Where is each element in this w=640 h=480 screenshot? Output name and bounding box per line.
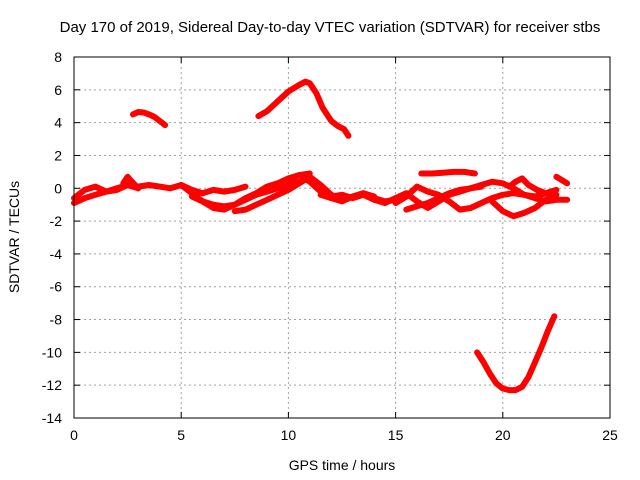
y-tick-label: -12 — [42, 377, 62, 393]
series-trace-5 — [188, 178, 303, 210]
x-tick-label: 0 — [70, 427, 78, 443]
x-tick-label: 5 — [177, 427, 185, 443]
chart-title: Day 170 of 2019, Sidereal Day-to-day VTE… — [60, 19, 601, 36]
series-trace-3 — [120, 173, 142, 192]
y-tick-label: -2 — [50, 213, 63, 229]
series-trace-11 — [418, 168, 478, 177]
series-trace-17 — [474, 313, 558, 394]
series-trace-15 — [130, 109, 169, 129]
series-trace-8 — [317, 190, 378, 205]
y-tick-label: -4 — [50, 246, 63, 262]
y-tick-label: 6 — [54, 82, 62, 98]
x-tick-label: 25 — [602, 427, 618, 443]
series-trace-16 — [255, 78, 352, 139]
series-trace-13 — [506, 175, 549, 197]
series-trace-10 — [403, 178, 560, 213]
y-tick-label: 2 — [54, 147, 62, 163]
plot-frame — [73, 56, 611, 419]
series-trace-12 — [489, 191, 560, 220]
axis-ticks: 0 5 10 15 20 25 -14 -12 -10 -8 -6 -4 -2 0 2 4 6 8 — [42, 49, 618, 443]
y-axis-label: SDTVAR / TECUs — [6, 181, 22, 293]
y-tick-label: -6 — [50, 279, 63, 295]
series-trace-9 — [392, 183, 571, 213]
grid-lines — [74, 57, 610, 418]
y-tick-label: 0 — [54, 180, 62, 196]
x-tick-label: 10 — [281, 427, 297, 443]
x-tick-label: 15 — [388, 427, 404, 443]
series-trace-2 — [71, 182, 142, 206]
series-trace-14 — [553, 173, 571, 187]
x-tick-label: 20 — [495, 427, 511, 443]
y-tick-label: -8 — [50, 312, 63, 328]
y-tick-label: -14 — [42, 410, 62, 426]
series-layer — [71, 78, 571, 394]
y-tick-label: -10 — [42, 344, 62, 360]
x-axis-label: GPS time / hours — [289, 457, 396, 473]
y-tick-label: 4 — [54, 115, 62, 131]
y-tick-label: 8 — [54, 49, 62, 65]
